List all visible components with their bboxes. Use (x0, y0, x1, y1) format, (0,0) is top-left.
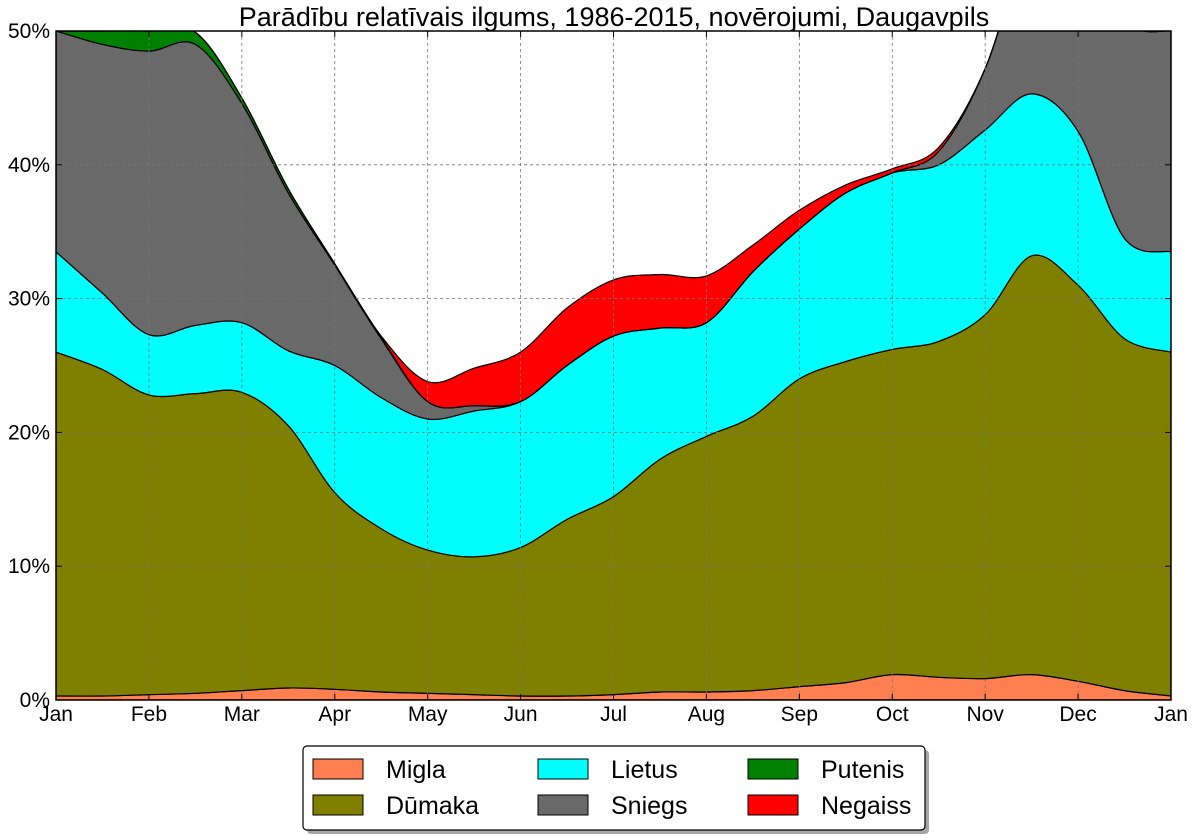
legend-swatch-putenis (747, 758, 799, 780)
y-tick-label: 10% (8, 555, 50, 578)
y-tick-label: 0% (20, 689, 50, 712)
legend: Migla Dūmaka Lietus Sniegs Putenis Negaiss (302, 745, 929, 834)
y-tick-label: 50% (8, 20, 50, 43)
x-tick-label: Sep (781, 703, 818, 726)
x-tick-label: Aug (688, 703, 725, 726)
x-tick-label: Oct (876, 703, 909, 726)
legend-swatch-dmaka (312, 794, 364, 816)
legend-swatch-negaiss (747, 794, 799, 816)
legend-label: Migla (386, 756, 446, 784)
x-tick-label: Jun (504, 703, 538, 726)
chart-title: Parādību relatīvais ilgums, 1986-2015, n… (239, 2, 989, 32)
legend-label: Putenis (821, 756, 904, 784)
y-tick-label: 30% (8, 288, 50, 311)
legend-label: Sniegs (611, 792, 687, 820)
legend-label: Negaiss (821, 792, 911, 820)
x-tick-label: Nov (966, 703, 1004, 726)
x-tick-label: Dec (1059, 703, 1096, 726)
x-tick-label: Mar (224, 703, 260, 726)
y-tick-label: 40% (8, 154, 50, 177)
legend-swatch-sniegs (537, 794, 589, 816)
legend-label: Dūmaka (386, 792, 479, 820)
x-axis: Jan Feb Mar Apr May Jun Jul Aug Sep Oct Nov Dec Jan (39, 31, 1188, 726)
legend-swatch-migla (312, 758, 364, 780)
x-tick-label: Apr (318, 703, 351, 726)
y-tick-label: 20% (8, 421, 50, 444)
y-axis: 0% 10% 20% 30% 40% 50% (8, 20, 1171, 712)
x-tick-label: Jul (600, 703, 627, 726)
x-tick-label: Jan (39, 703, 73, 726)
x-tick-label: Feb (131, 703, 167, 726)
legend-label: Lietus (611, 756, 678, 784)
legend-swatch-lietus (537, 758, 589, 780)
x-tick-label: May (408, 703, 448, 726)
x-tick-label: Jan (1154, 703, 1188, 726)
